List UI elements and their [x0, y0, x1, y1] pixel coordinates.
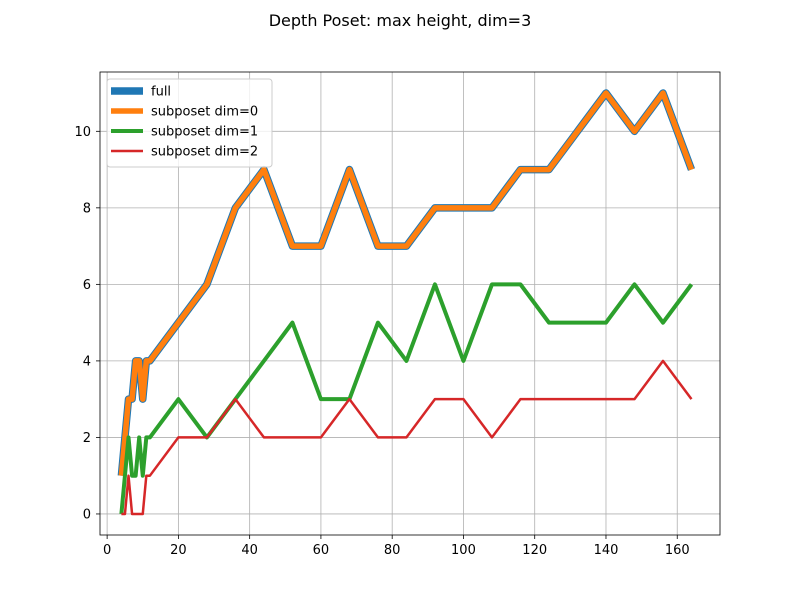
y-tick-label: 10: [74, 125, 91, 140]
legend-label: full: [151, 85, 171, 100]
series-line-subposet-dim-1: [119, 282, 694, 515]
x-tick-label: 100: [451, 543, 476, 558]
legend: full subposet dim=0 subposet dim=1 subposet…: [106, 78, 273, 168]
legend-box: [106, 78, 273, 168]
series-line-subposet-dim-2: [121, 359, 693, 516]
x-tick-label: 40: [241, 543, 258, 558]
y-tick-label: 0: [83, 507, 91, 522]
y-axis: 0 2 4 6 8 10: [74, 125, 100, 522]
legend-label: subposet dim=2: [151, 145, 258, 160]
x-axis: 0 20 40 60 80 100 120 140 160: [103, 535, 690, 558]
y-tick-label: 8: [83, 201, 91, 216]
x-tick-label: 140: [594, 543, 619, 558]
x-tick-label: 0: [103, 543, 111, 558]
x-tick-label: 120: [522, 543, 547, 558]
x-tick-label: 80: [384, 543, 401, 558]
series-line-subposet-dim-0: [118, 90, 695, 476]
legend-label: subposet dim=1: [151, 125, 258, 140]
legend-label: subposet dim=0: [151, 105, 258, 120]
chart-title: Depth Poset: max height, dim=3: [269, 11, 532, 30]
plot-area: [117, 89, 696, 516]
x-tick-label: 20: [170, 543, 187, 558]
axes-frame: [99, 71, 721, 536]
y-tick-label: 2: [83, 431, 91, 446]
y-tick-label: 6: [83, 278, 91, 293]
y-tick-label: 4: [83, 354, 91, 369]
x-tick-label: 60: [313, 543, 330, 558]
x-tick-label: 160: [665, 543, 690, 558]
